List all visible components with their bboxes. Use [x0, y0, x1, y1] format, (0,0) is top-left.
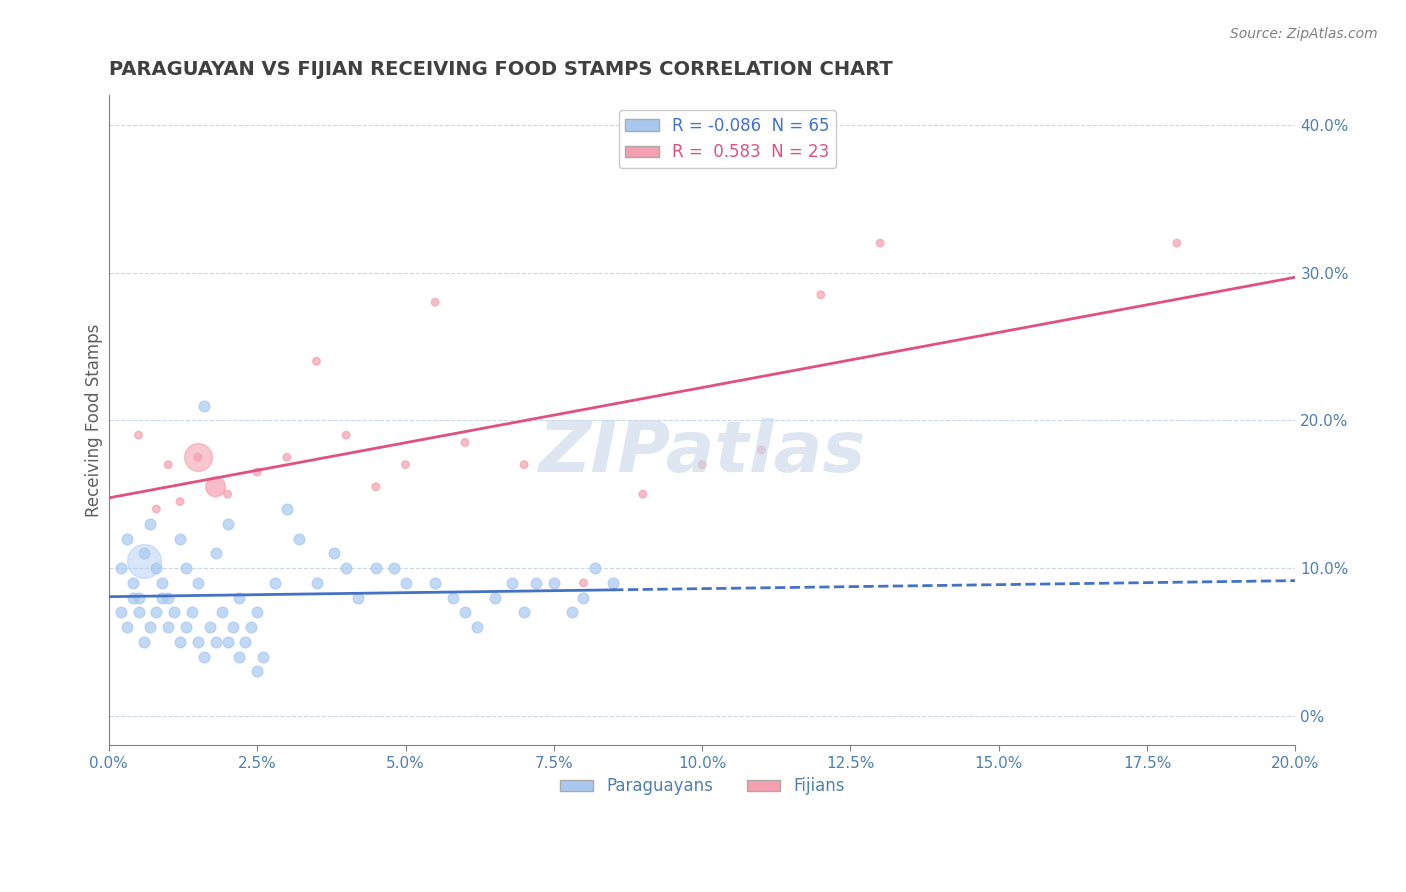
Point [134, 554, 156, 568]
Point [145, 561, 167, 575]
Point [233, 635, 256, 649]
Point [751, 442, 773, 457]
Point [198, 620, 221, 634]
Point [145, 502, 167, 516]
Point [128, 591, 150, 605]
Point [454, 435, 477, 450]
Point [228, 591, 250, 605]
Point [121, 591, 143, 605]
Point [145, 606, 167, 620]
Point [394, 458, 416, 472]
Point [602, 575, 624, 590]
Point [134, 546, 156, 560]
Point [810, 288, 832, 302]
Point [174, 561, 197, 575]
Point [187, 635, 209, 649]
Point [484, 591, 506, 605]
Point [115, 532, 138, 546]
Point [187, 575, 209, 590]
Point [382, 561, 405, 575]
Point [583, 561, 606, 575]
Point [513, 458, 536, 472]
Point [139, 620, 162, 634]
Point [347, 591, 370, 605]
Point [276, 502, 298, 516]
Point [465, 620, 488, 634]
Point [157, 591, 180, 605]
Point [524, 575, 547, 590]
Text: ZIPatlas: ZIPatlas [538, 418, 866, 487]
Point [425, 295, 447, 310]
Point [1166, 236, 1188, 251]
Point [204, 480, 226, 494]
Point [174, 620, 197, 634]
Point [323, 546, 346, 560]
Point [305, 575, 328, 590]
Text: PARAGUAYAN VS FIJIAN RECEIVING FOOD STAMPS CORRELATION CHART: PARAGUAYAN VS FIJIAN RECEIVING FOOD STAM… [108, 60, 893, 78]
Point [150, 575, 173, 590]
Point [869, 236, 891, 251]
Point [246, 465, 269, 479]
Point [169, 494, 191, 508]
Point [252, 649, 274, 664]
Point [276, 450, 298, 465]
Point [211, 606, 233, 620]
Y-axis label: Receiving Food Stamps: Receiving Food Stamps [86, 324, 103, 517]
Point [228, 649, 250, 664]
Point [631, 487, 654, 501]
Point [690, 458, 713, 472]
Point [150, 591, 173, 605]
Point [501, 575, 523, 590]
Point [305, 354, 328, 368]
Point [204, 635, 226, 649]
Point [217, 516, 239, 531]
Point [193, 649, 215, 664]
Text: Source: ZipAtlas.com: Source: ZipAtlas.com [1230, 27, 1378, 41]
Point [163, 606, 186, 620]
Point [110, 606, 132, 620]
Point [264, 575, 287, 590]
Point [157, 458, 180, 472]
Point [246, 665, 269, 679]
Point [246, 606, 269, 620]
Point [222, 620, 245, 634]
Point [240, 620, 263, 634]
Point [287, 532, 309, 546]
Point [561, 606, 583, 620]
Point [169, 635, 191, 649]
Point [157, 620, 180, 634]
Point [128, 606, 150, 620]
Point [217, 487, 239, 501]
Point [364, 561, 387, 575]
Point [128, 428, 150, 442]
Point [335, 428, 357, 442]
Point [115, 620, 138, 634]
Point [394, 575, 416, 590]
Point [572, 575, 595, 590]
Point [572, 591, 595, 605]
Point [139, 516, 162, 531]
Point [335, 561, 357, 575]
Point [180, 606, 202, 620]
Point [441, 591, 464, 605]
Point [110, 561, 132, 575]
Point [454, 606, 477, 620]
Point [187, 450, 209, 465]
Point [217, 635, 239, 649]
Point [121, 575, 143, 590]
Point [193, 399, 215, 413]
Point [513, 606, 536, 620]
Point [169, 532, 191, 546]
Legend: Paraguayans, Fijians: Paraguayans, Fijians [553, 771, 852, 802]
Point [187, 450, 209, 465]
Point [364, 480, 387, 494]
Point [134, 635, 156, 649]
Point [425, 575, 447, 590]
Point [204, 546, 226, 560]
Point [543, 575, 565, 590]
